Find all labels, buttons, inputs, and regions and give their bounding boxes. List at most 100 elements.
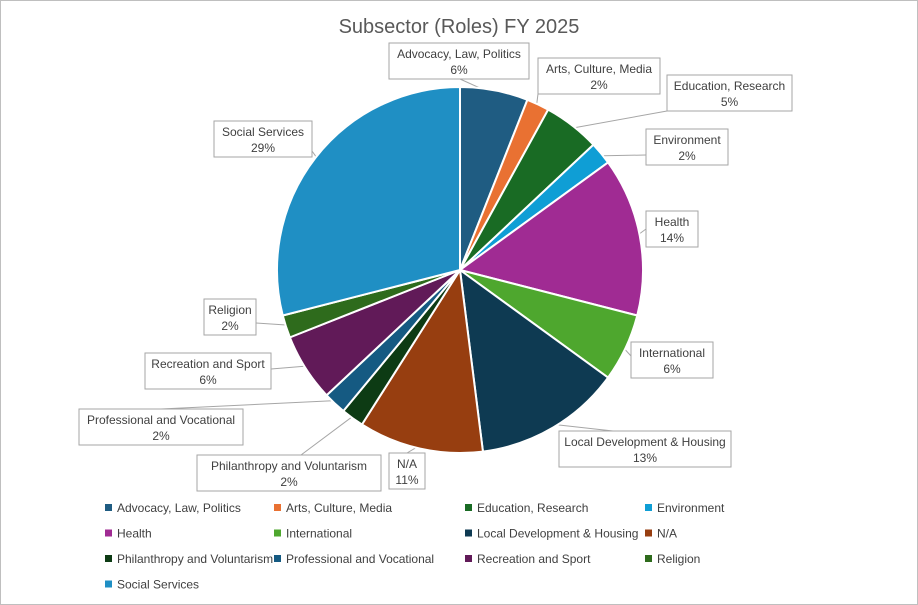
legend-swatch — [465, 529, 472, 537]
legend-item: Professional and Vocational — [274, 552, 434, 566]
pie-slice — [457, 161, 644, 317]
data-label-box — [213, 120, 313, 158]
data-label: Religion 2% — [203, 298, 257, 336]
data-label-box — [666, 74, 793, 112]
data-label-box — [388, 452, 426, 490]
leader-line — [569, 110, 668, 130]
data-label-box — [645, 210, 699, 248]
legend-label: Philanthropy and Voluntarism — [117, 552, 273, 566]
legend-label: N/A — [657, 527, 677, 541]
legend-item: Education, Research — [465, 501, 588, 515]
legend-swatch — [645, 555, 652, 562]
data-labels: Advocacy, Law, Politics 6% Arts, Culture, … — [78, 42, 793, 492]
data-label: Education, Research 5% — [666, 74, 793, 112]
leader-line — [551, 423, 614, 432]
legend-item: N/A — [645, 527, 677, 541]
legend-swatch — [105, 504, 112, 511]
data-label: Advocacy, Law, Politics 6% — [388, 42, 530, 80]
legend-swatch — [105, 529, 112, 537]
legend-label: Social Services — [117, 578, 199, 592]
data-label-category: Recreation and Sport — [151, 357, 265, 371]
legend-item: Social Services — [105, 578, 199, 592]
data-label-box — [196, 454, 382, 492]
legend-item: Recreation and Sport — [465, 552, 591, 566]
data-label: Philanthropy and Voluntarism 2% — [196, 454, 382, 492]
data-label-category: Environment — [653, 133, 721, 147]
data-label-category: Education, Research — [674, 79, 785, 93]
data-label-value: 6% — [663, 362, 681, 376]
legend-item: Religion — [645, 552, 700, 566]
data-label-value: 5% — [721, 95, 739, 109]
legend-label: Environment — [657, 501, 725, 515]
data-label-value: 11% — [395, 473, 418, 487]
data-label-value: 2% — [221, 319, 239, 333]
legend-item: Arts, Culture, Media — [274, 501, 392, 515]
data-label-category: Professional and Vocational — [87, 413, 235, 427]
legend-swatch — [274, 555, 281, 562]
data-label: Environment 2% — [645, 128, 729, 166]
data-label-box — [144, 352, 272, 390]
pie-slice — [276, 85, 461, 317]
data-label-category: Advocacy, Law, Politics — [397, 47, 521, 61]
data-label-category: Local Development & Housing — [564, 435, 725, 449]
data-label: Arts, Culture, Media 2% — [537, 57, 661, 95]
data-label: Health 14% — [645, 210, 699, 248]
legend-item: Philanthropy and Voluntarism — [105, 552, 273, 566]
pie-slice — [458, 267, 610, 453]
data-label-category: N/A — [397, 457, 417, 471]
leader-line — [160, 400, 338, 410]
legend-item: Health — [105, 527, 152, 541]
data-label-value: 13% — [633, 451, 657, 465]
data-label-value: 29% — [251, 141, 275, 155]
data-label-box — [388, 42, 530, 80]
legend-item: Local Development & Housing — [465, 527, 638, 541]
data-label-category: Arts, Culture, Media — [546, 62, 652, 76]
legend-label: Professional and Vocational — [286, 552, 434, 566]
data-label: N/A 11% — [388, 452, 426, 490]
data-label-value: 6% — [450, 63, 468, 77]
data-label-category: Social Services — [222, 125, 304, 139]
legend-label: Advocacy, Law, Politics — [117, 501, 241, 515]
data-label-box — [78, 408, 244, 446]
legend-label: International — [286, 527, 352, 541]
leader-line — [255, 322, 290, 326]
data-label-value: 14% — [660, 231, 684, 245]
legend-swatch — [274, 504, 281, 511]
data-label-category: Religion — [208, 303, 251, 317]
legend-swatch — [645, 504, 652, 511]
legend-swatch — [274, 529, 281, 537]
legend-item: International — [274, 527, 352, 541]
legend-label: Recreation and Sport — [477, 552, 591, 566]
data-label-category: International — [639, 346, 705, 360]
data-label: Local Development & Housing 13% — [558, 430, 732, 468]
legend-swatch — [465, 555, 472, 562]
data-label: International 6% — [630, 341, 714, 379]
data-label-category: Health — [655, 215, 690, 229]
legend-label: Arts, Culture, Media — [286, 501, 392, 515]
legend-swatch — [645, 529, 652, 537]
pie-slice — [360, 267, 485, 454]
chart-title: Subsector (Roles) FY 2025 — [339, 16, 580, 38]
data-label-value: 2% — [152, 429, 170, 443]
legend-label: Health — [117, 527, 152, 541]
data-label: Recreation and Sport 6% — [144, 352, 272, 390]
leader-line — [270, 365, 309, 370]
leader-line — [300, 414, 356, 456]
legend-swatch — [465, 504, 472, 511]
legend-label: Religion — [657, 552, 700, 566]
legend-label: Education, Research — [477, 501, 588, 515]
data-label-value: 2% — [590, 78, 608, 92]
data-label-box — [203, 298, 257, 336]
data-label-box — [645, 128, 729, 166]
legend-swatch — [105, 555, 112, 562]
legend-label: Local Development & Housing — [477, 527, 638, 541]
legend-item: Advocacy, Law, Politics — [105, 501, 241, 515]
pie-slices — [276, 85, 644, 454]
data-label-box — [558, 430, 732, 468]
data-label-box — [537, 57, 661, 95]
data-label-value: 6% — [199, 373, 217, 387]
leader-line — [597, 154, 647, 157]
data-label-value: 2% — [280, 475, 298, 489]
